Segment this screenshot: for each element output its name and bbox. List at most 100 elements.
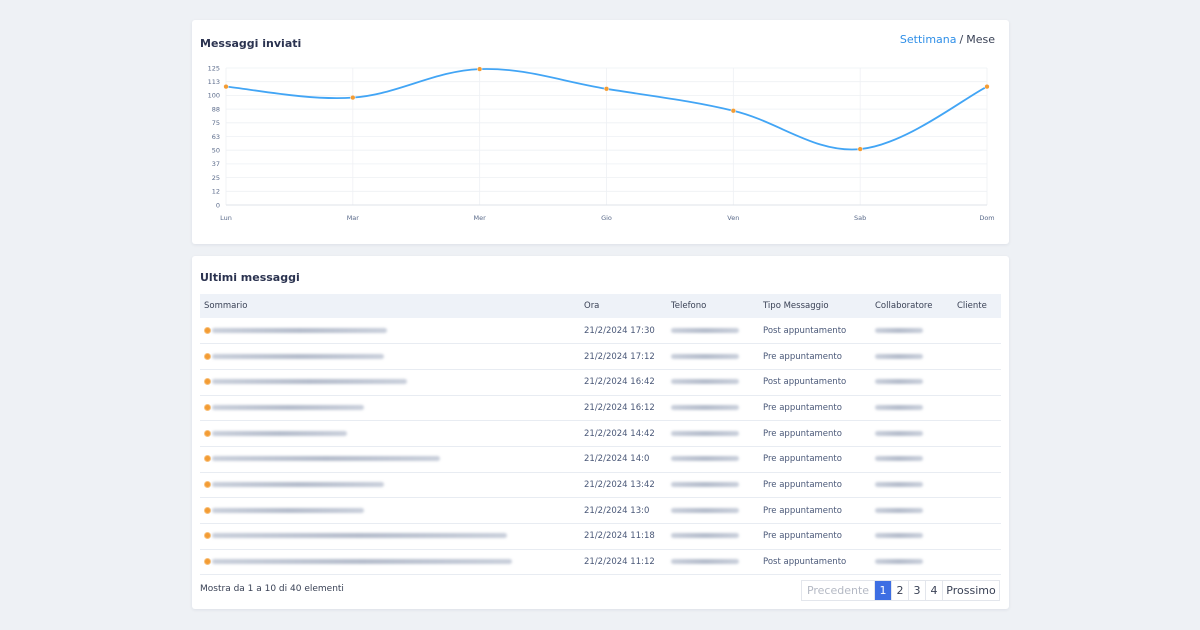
table-row[interactable]: 21/2/2024 11:12 Post appuntamento bbox=[200, 549, 1001, 575]
redacted-text bbox=[212, 327, 387, 333]
cell-cliente bbox=[953, 498, 1001, 524]
table-row[interactable]: 21/2/2024 13:42 Pre appuntamento bbox=[200, 472, 1001, 498]
redacted-text bbox=[671, 559, 739, 565]
redacted-text bbox=[671, 481, 739, 487]
redacted-text bbox=[875, 507, 923, 513]
data-point bbox=[223, 83, 229, 90]
y-tick-label: 37 bbox=[212, 160, 220, 168]
redacted-text bbox=[671, 533, 739, 539]
pagination-page-4[interactable]: 4 bbox=[925, 581, 942, 600]
redacted-text bbox=[671, 404, 739, 410]
redacted-text bbox=[875, 533, 923, 539]
x-tick-label: Ven bbox=[727, 214, 739, 222]
period-month-link[interactable]: Mese bbox=[966, 33, 995, 46]
cell-collaboratore bbox=[871, 549, 953, 575]
cell-ora: 21/2/2024 14:0 bbox=[584, 454, 650, 465]
cell-tipo-messaggio: Pre appuntamento bbox=[763, 351, 842, 362]
cell-sommario bbox=[200, 549, 580, 575]
cell-cliente bbox=[953, 472, 1001, 498]
cell-telefono bbox=[667, 472, 759, 498]
cell-collaboratore bbox=[871, 395, 953, 421]
redacted-text bbox=[671, 327, 739, 333]
cell-collaboratore bbox=[871, 524, 953, 550]
table-row[interactable]: 21/2/2024 16:42 Post appuntamento bbox=[200, 369, 1001, 396]
x-tick-label: Dom bbox=[979, 214, 994, 222]
x-tick-label: Mer bbox=[474, 214, 487, 222]
cell-ora: 21/2/2024 13:0 bbox=[584, 505, 650, 516]
table-title: Ultimi messaggi bbox=[200, 271, 300, 284]
col-telefono[interactable]: Telefono bbox=[671, 301, 707, 311]
redacted-text bbox=[875, 327, 923, 333]
cell-sommario bbox=[200, 524, 580, 550]
redacted-text bbox=[212, 404, 364, 410]
chart-title: Messaggi inviati bbox=[200, 37, 302, 50]
table-header-row: Sommario Ora Telefono Tipo Messaggio Col… bbox=[200, 294, 1001, 318]
cell-sommario bbox=[200, 472, 580, 498]
cell-cliente bbox=[953, 395, 1001, 421]
y-tick-label: 12 bbox=[212, 188, 220, 196]
cell-cliente bbox=[953, 318, 1001, 344]
col-sommario[interactable]: Sommario bbox=[204, 301, 248, 311]
redacted-text bbox=[875, 353, 923, 359]
table-row[interactable]: 21/2/2024 17:12 Pre appuntamento bbox=[200, 344, 1001, 370]
table-row[interactable]: 21/2/2024 16:12 Pre appuntamento bbox=[200, 395, 1001, 421]
redacted-text bbox=[671, 456, 739, 462]
redacted-text bbox=[875, 379, 923, 385]
redacted-text bbox=[671, 353, 739, 359]
cell-cliente bbox=[953, 369, 1001, 395]
table-row[interactable]: 21/2/2024 17:30 Post appuntamento bbox=[200, 318, 1001, 344]
status-dot-icon bbox=[204, 532, 211, 540]
pagination-page-2[interactable]: 2 bbox=[891, 581, 908, 600]
redacted-text bbox=[212, 353, 384, 359]
data-point bbox=[350, 94, 356, 101]
cell-telefono bbox=[667, 395, 759, 421]
table-row[interactable]: 21/2/2024 14:42 Pre appuntamento bbox=[200, 421, 1001, 447]
col-tipo-messaggio[interactable]: Tipo Messaggio bbox=[763, 301, 829, 311]
redacted-text bbox=[875, 481, 923, 487]
cell-telefono bbox=[667, 344, 759, 370]
pagination-page-3[interactable]: 3 bbox=[908, 581, 925, 600]
y-tick-label: 100 bbox=[208, 92, 220, 100]
table-row[interactable]: 21/2/2024 13:0 Pre appuntamento bbox=[200, 498, 1001, 524]
x-tick-label: Sab bbox=[854, 214, 866, 222]
cell-telefono bbox=[667, 318, 759, 344]
cell-collaboratore bbox=[871, 446, 953, 472]
messages-table: Sommario Ora Telefono Tipo Messaggio Col… bbox=[200, 294, 1001, 575]
col-cliente[interactable]: Cliente bbox=[957, 301, 987, 311]
cell-cliente bbox=[953, 549, 1001, 575]
redacted-text bbox=[875, 430, 923, 436]
cell-tipo-messaggio: Pre appuntamento bbox=[763, 479, 842, 490]
cell-ora: 21/2/2024 17:12 bbox=[584, 351, 655, 362]
redacted-text bbox=[671, 430, 739, 436]
cell-tipo-messaggio: Pre appuntamento bbox=[763, 531, 842, 542]
table-row[interactable]: 21/2/2024 11:18 Pre appuntamento bbox=[200, 524, 1001, 550]
col-ora[interactable]: Ora bbox=[584, 301, 600, 311]
cell-tipo-messaggio: Pre appuntamento bbox=[763, 505, 842, 516]
cell-sommario bbox=[200, 318, 580, 344]
table-card: Ultimi messaggi Sommario Ora Telefono Ti… bbox=[192, 256, 1009, 609]
cell-collaboratore bbox=[871, 369, 953, 395]
period-week-link[interactable]: Settimana bbox=[899, 33, 957, 46]
cell-collaboratore bbox=[871, 344, 953, 370]
cell-ora: 21/2/2024 14:42 bbox=[584, 428, 655, 439]
cell-tipo-messaggio: Pre appuntamento bbox=[763, 402, 842, 413]
cell-tipo-messaggio: Post appuntamento bbox=[763, 325, 847, 336]
redacted-text bbox=[212, 507, 364, 513]
col-collaboratore[interactable]: Collaboratore bbox=[875, 301, 933, 311]
x-tick-label: Mar bbox=[347, 214, 360, 222]
pagination-page-1[interactable]: 1 bbox=[874, 581, 891, 600]
table-info: Mostra da 1 a 10 di 40 elementi bbox=[200, 584, 344, 594]
status-dot-icon bbox=[204, 558, 211, 566]
redacted-text bbox=[671, 379, 739, 385]
cell-tipo-messaggio: Pre appuntamento bbox=[763, 428, 842, 439]
status-dot-icon bbox=[204, 378, 211, 386]
pagination-prev-button[interactable]: Precedente bbox=[806, 584, 870, 597]
status-dot-icon bbox=[204, 506, 211, 514]
table-row[interactable]: 21/2/2024 14:0 Pre appuntamento bbox=[200, 446, 1001, 473]
cell-ora: 21/2/2024 16:42 bbox=[584, 377, 655, 388]
y-tick-label: 88 bbox=[212, 105, 220, 113]
redacted-text bbox=[212, 430, 347, 436]
status-dot-icon bbox=[204, 480, 211, 488]
pagination-next-button[interactable]: Prossimo bbox=[942, 581, 999, 600]
